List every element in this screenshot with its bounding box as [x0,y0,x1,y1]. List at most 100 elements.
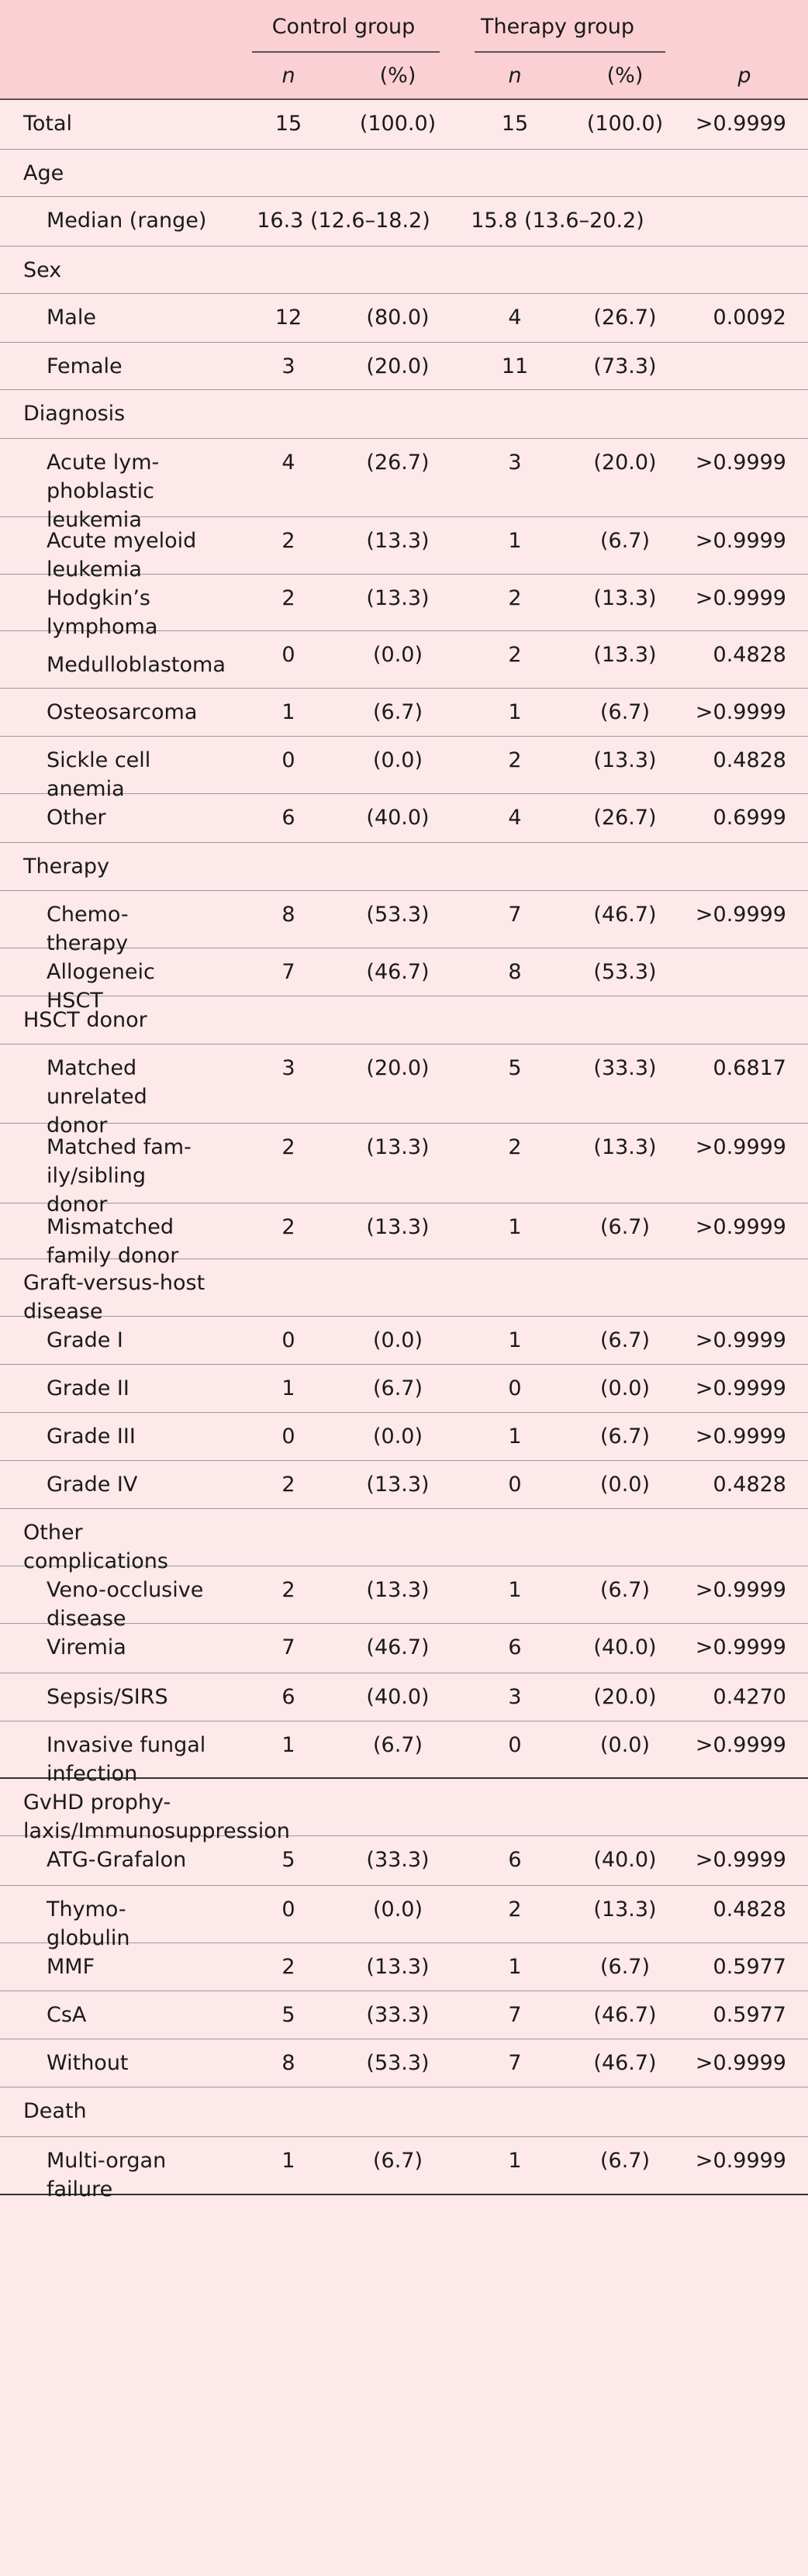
therapy-n: 4 [508,806,522,830]
therapy-pct: (13.3) [593,1897,657,1922]
table-header: Control group Therapy group n (%) n (%) … [0,0,808,100]
row-label: Sepsis/SIRS [47,1685,168,1709]
therapy-pct: (6.7) [599,2149,651,2173]
therapy-n: 0 [508,1473,522,1497]
therapy-n: 5 [508,1056,522,1080]
control-pct: (0.0) [372,1424,423,1449]
control-n-heading: n [281,64,295,88]
therapy-pct: (40.0) [593,1635,657,1659]
table-row: Invasive fungal infection 1 (6.7) 0 (0.0) >0.… [0,1721,808,1786]
therapy-pct: (73.3) [593,354,657,378]
control-n: 2 [281,586,295,610]
therapy-pct: (13.3) [593,1135,657,1159]
row-label: Thymo- globulin [47,1897,130,1950]
control-pct: (6.7) [372,1733,423,1757]
therapy-n: 1 [508,529,522,553]
p-value: 0.4828 [713,1473,786,1497]
row-label: Grade III [47,1424,136,1449]
therapy-n: 1 [508,1328,522,1352]
table-row: Medulloblastoma 0 (0.0) 2 (13.3) 0.4828 [0,631,808,689]
section-label: Diagnosis [23,402,126,426]
table-row: Female 3 (20.0) 11 (73.3) [0,343,808,390]
section-row: Diagnosis [0,390,808,439]
therapy-pct: (40.0) [593,1848,657,1872]
control-pct: (100.0) [359,112,437,136]
control-pct-heading: (%) [379,64,416,88]
control-pct: (13.3) [366,1215,430,1239]
control-pct: (46.7) [366,960,430,984]
control-n: 0 [281,1328,295,1352]
therapy-n: 3 [508,451,522,475]
table-row: Veno-occlusive disease 2 (13.3) 1 (6.7) >0.99… [0,1566,808,1631]
p-value: >0.9999 [695,2051,786,2075]
therapy-pct: (6.7) [599,700,651,724]
table-row: Total 15 (100.0) 15 (100.0) >0.9999 [0,100,808,150]
p-value: 0.6999 [713,806,786,830]
control-n: 5 [281,2003,295,2027]
control-n: 4 [281,451,295,475]
table-row: Grade II 1 (6.7) 0 (0.0) >0.9999 [0,1365,808,1413]
therapy-n: 2 [508,643,522,667]
row-label: Matched unrelated donor [47,1056,147,1138]
therapy-pct: (6.7) [599,1328,651,1352]
therapy-n: 1 [508,1215,522,1239]
row-label: Without [47,2051,129,2075]
control-pct: (20.0) [366,354,430,378]
therapy-pct-heading: (%) [606,64,644,88]
p-value: 0.0092 [713,306,786,330]
row-label: CsA [47,2003,87,2027]
p-value: 0.6817 [713,1056,786,1080]
row-label: Viremia [47,1635,126,1659]
therapy-pct: (6.7) [599,1578,651,1602]
control-pct: (0.0) [372,1328,423,1352]
therapy-n: 7 [508,2051,522,2075]
p-value: >0.9999 [695,1376,786,1400]
control-n: 3 [281,354,295,378]
p-value: 0.5977 [713,2003,786,2027]
row-label: Median (range) [47,209,207,233]
therapy-n: 6 [508,1848,522,1872]
control-n: 8 [281,903,295,927]
section-label: Sex [23,258,62,282]
row-label: Invasive fungal infection [47,1733,206,1786]
control-pct: (40.0) [366,1685,430,1709]
section-label: Age [23,161,64,185]
therapy-group-heading: Therapy group [481,15,634,39]
therapy-pct: (6.7) [599,1215,651,1239]
therapy-n: 15 [501,112,529,136]
p-value: >0.9999 [695,2149,786,2173]
therapy-n: 6 [508,1635,522,1659]
table-row: Median (range) 16.3 (12.6–18.2) 15.8 (13.6… [0,197,808,247]
control-n: 6 [281,806,295,830]
control-pct: (13.3) [366,586,430,610]
p-value: >0.9999 [695,700,786,724]
therapy-pct: (0.0) [599,1376,651,1400]
control-pct: (13.3) [366,1955,430,1979]
row-label: Mismatched family donor [47,1215,179,1268]
table-row: Grade I 0 (0.0) 1 (6.7) >0.9999 [0,1317,808,1365]
table-row: Thymo- globulin 0 (0.0) 2 (13.3) 0.4828 [0,1886,808,1950]
control-n: 6 [281,1685,295,1709]
row-label: Total [23,112,73,136]
section-label: Other complications [23,1521,168,1573]
control-pct: (26.7) [366,451,430,475]
control-pct: (13.3) [366,1578,430,1602]
p-value: >0.9999 [695,451,786,475]
section-row: Death [0,2087,808,2137]
table-row: CsA 5 (33.3) 7 (46.7) 0.5977 [0,1991,808,2039]
control-n: 1 [281,1376,295,1400]
therapy-n: 1 [508,700,522,724]
control-pct: (53.3) [366,903,430,927]
therapy-n: 2 [508,1897,522,1922]
therapy-pct: (13.3) [593,748,657,772]
therapy-n: 2 [508,748,522,772]
row-label: ATG-Grafalon [47,1848,187,1872]
control-pct: (80.0) [366,306,430,330]
control-pct: (33.3) [366,2003,430,2027]
therapy-n: 8 [508,960,522,984]
therapy-median: 15.8 (13.6–20.2) [471,209,644,233]
therapy-n: 1 [508,1424,522,1449]
p-value: 0.4828 [713,748,786,772]
therapy-n-heading: n [508,64,522,88]
